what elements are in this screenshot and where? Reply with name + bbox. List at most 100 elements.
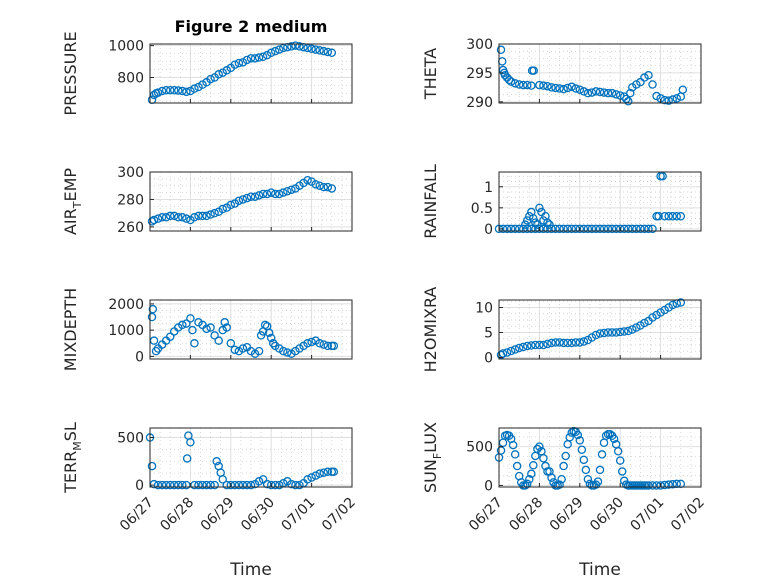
data-point [174, 213, 183, 222]
data-point [539, 340, 548, 350]
data-point [234, 196, 244, 206]
data-point [510, 79, 520, 88]
data-point [202, 324, 211, 334]
data-point [506, 224, 516, 234]
data-point [291, 480, 300, 490]
data-point [545, 220, 554, 229]
data-point [279, 346, 288, 356]
data-point [579, 337, 589, 346]
data-point [153, 88, 163, 97]
y-tick-label: 800 [117, 70, 144, 86]
data-point [523, 341, 532, 351]
data-point [535, 224, 544, 234]
data-point [206, 210, 215, 219]
data-point [595, 465, 605, 475]
data-point [174, 86, 183, 95]
data-point [315, 46, 324, 55]
data-point [579, 455, 589, 465]
data-point [561, 451, 570, 461]
y-tick-label: 500 [466, 440, 493, 456]
data-point [190, 339, 199, 348]
data-point [676, 298, 686, 307]
data-point [165, 332, 175, 341]
data-point [178, 320, 187, 330]
x-tick-label: 06/30 [587, 495, 627, 535]
data-point [283, 348, 292, 357]
data-point [206, 323, 215, 332]
y-axis-label-main: MIXDEPTH [61, 288, 80, 371]
axes-box [498, 299, 702, 360]
data-point [246, 480, 256, 490]
data-point [323, 47, 333, 57]
data-series [145, 431, 339, 490]
data-point [531, 218, 540, 227]
data-point [311, 180, 320, 189]
data-point [270, 46, 280, 56]
data-series [147, 304, 339, 359]
data-point [254, 191, 264, 200]
data-point [238, 195, 248, 204]
data-series [496, 45, 688, 106]
chart-title: Figure 2 medium [175, 17, 328, 36]
data-point [283, 186, 292, 196]
y-axis-label-main: PRESSURE [61, 31, 80, 115]
subplot-pressure: 800 1000 PRESSURE Figure 2 medium [61, 17, 353, 116]
data-point [547, 473, 556, 482]
data-point [198, 211, 207, 221]
data-point [529, 214, 538, 223]
data-point [636, 224, 645, 234]
x-tick-label: 07/02 [668, 495, 708, 535]
data-point [607, 224, 617, 234]
y-axis-label: THETA [421, 48, 440, 100]
data-point [226, 200, 236, 210]
y-tick-label: 280 [117, 192, 144, 208]
data-point [264, 328, 274, 338]
y-tick-label: 0.5 [471, 201, 493, 217]
data-point [165, 211, 175, 221]
data-point [535, 442, 544, 451]
data-point [567, 338, 576, 348]
data-point [182, 214, 191, 223]
x-tick-label: 06/29 [547, 495, 587, 535]
data-point [238, 344, 248, 353]
y-axis-label-main: TERR [61, 451, 80, 494]
axes-box [149, 299, 353, 360]
data-point [307, 473, 316, 482]
subplot-air: 260 280 300 AIRTEMP [61, 165, 353, 236]
data-point [502, 348, 512, 357]
y-tick-label: 5 [484, 326, 493, 342]
data-point [254, 346, 264, 356]
data-point [563, 224, 572, 234]
y-tick-label: 2000 [108, 297, 144, 313]
data-point [658, 171, 667, 181]
data-point [206, 74, 215, 84]
data-point [624, 97, 633, 106]
data-point [543, 339, 552, 349]
data-point [575, 338, 585, 347]
data-point [218, 475, 227, 484]
data-point [615, 327, 625, 337]
data-point [559, 461, 568, 471]
data-point [644, 481, 653, 490]
data-point [518, 342, 528, 352]
data-point [615, 224, 625, 234]
y-tick-label: 1 [484, 180, 493, 196]
subplot-h2omixra: 0 5 10 H2OMIXRA [421, 287, 702, 372]
data-point [518, 224, 528, 234]
data-point [575, 436, 585, 445]
data-point [615, 456, 625, 465]
data-point [599, 88, 609, 97]
data-point [182, 319, 191, 328]
data-point [567, 224, 576, 234]
data-point [632, 224, 641, 234]
x-tick-label: 06/29 [198, 495, 238, 535]
data-point [527, 341, 536, 350]
y-axis-label-sub: F [431, 453, 444, 459]
data-point [510, 450, 520, 459]
data-point [591, 87, 601, 96]
data-point [678, 85, 688, 94]
data-point [523, 224, 532, 234]
data-point [295, 42, 304, 51]
data-point [178, 480, 187, 490]
data-point [315, 469, 324, 478]
